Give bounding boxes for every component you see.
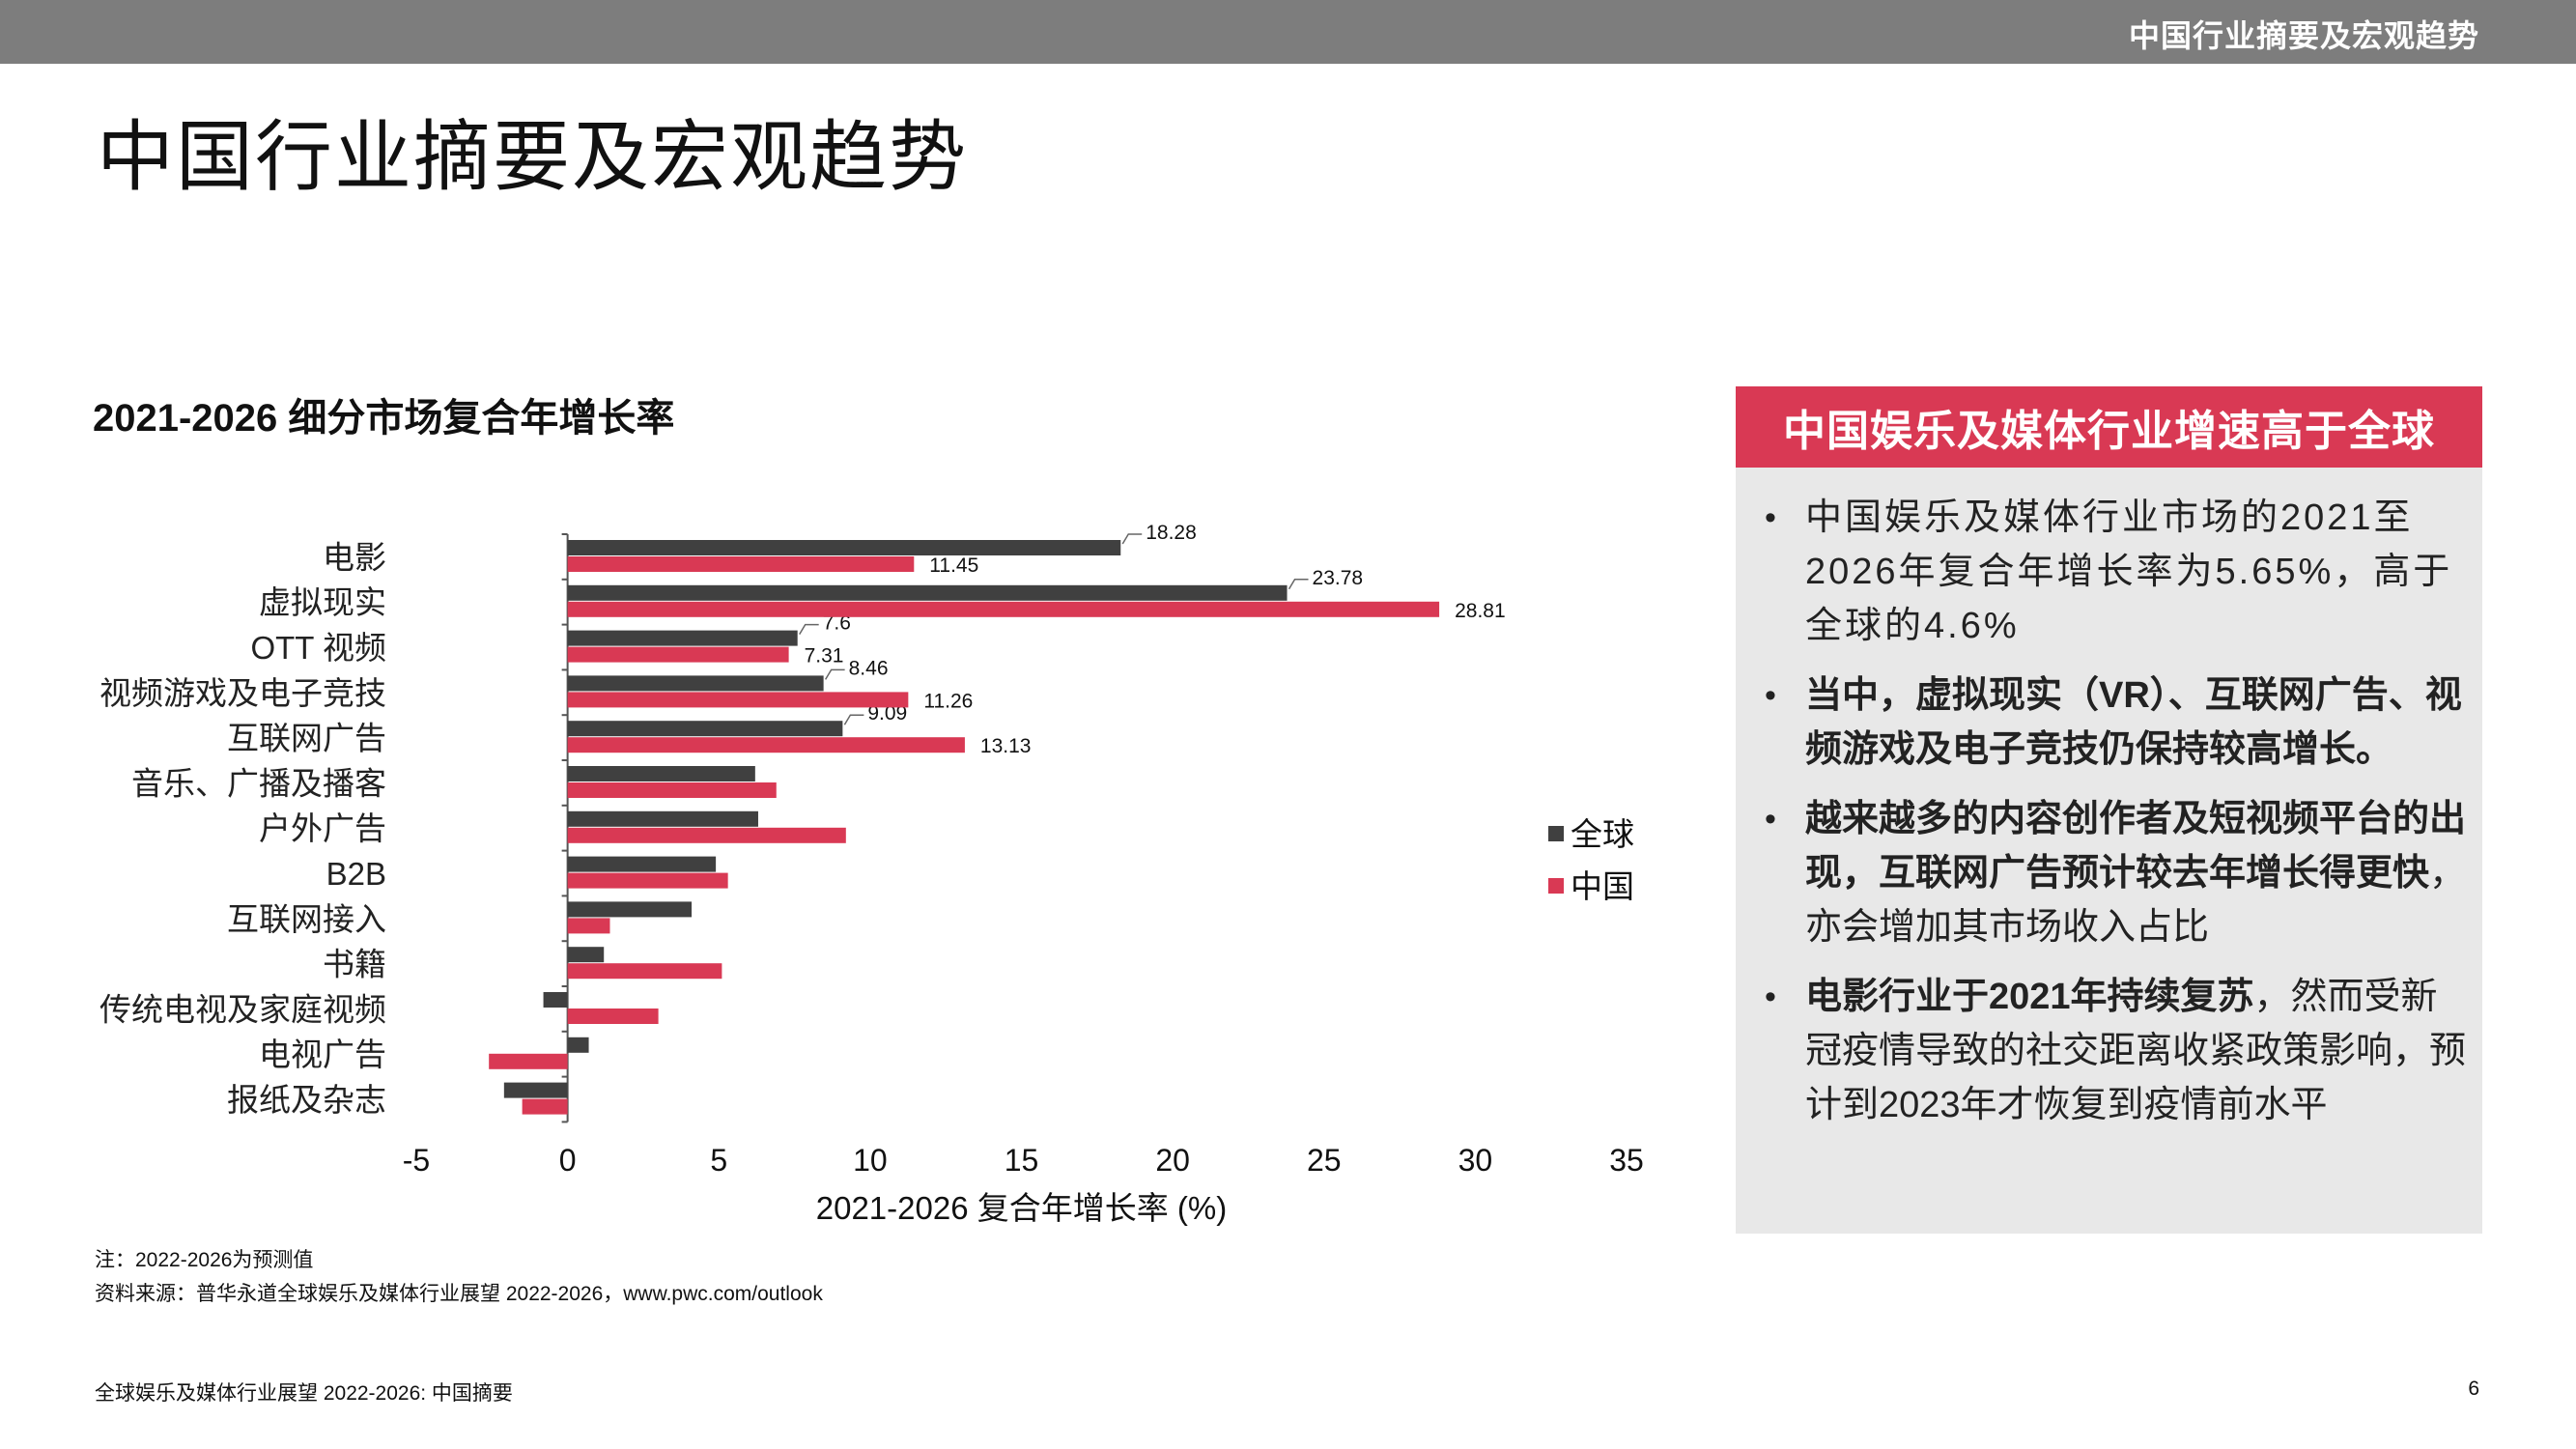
panel-header: 中国娱乐及媒体行业增速高于全球: [1736, 386, 2482, 468]
value-label: 23.78: [1313, 567, 1364, 589]
category-label: 传统电视及家庭视频: [99, 991, 386, 1027]
bar-china: [567, 872, 728, 889]
bar-global: [567, 1037, 589, 1053]
bullet-text-bold: 越来越多的内容创作者及短视频平台的出现，互联网广告预计较去年增长得更快: [1805, 799, 2467, 894]
section-title: 中国行业摘要及宏观趋势: [2128, 18, 2479, 53]
bar-global: [567, 810, 758, 827]
bar-china: [567, 918, 610, 934]
bar-china: [567, 827, 846, 843]
bar-global: [567, 856, 717, 872]
bar-global: [567, 947, 605, 963]
bullet-text-rest: ，然而受新冠疫情导致的社交距离收紧政策影响，预计到2023年才恢复到疫情前水平: [1805, 977, 2467, 1125]
bar-global: [567, 630, 798, 646]
category-label: 报纸及杂志: [227, 1082, 386, 1118]
category-label: 电影: [323, 539, 386, 575]
x-tick-label: 25: [1307, 1143, 1342, 1178]
bullet-item: • 中国娱乐及媒体行业市场的2021至2026年复合年增长率为5.65%，高于全…: [1736, 491, 2482, 653]
leader-line: [843, 714, 864, 725]
legend-swatch-global: [1548, 826, 1564, 841]
leader-line: [824, 668, 845, 680]
x-tick-label: 0: [559, 1143, 577, 1178]
bullet-item: • 当中，虚拟现实（VR）、互联网广告、视频游戏及电子竞技仍保持较高增长。: [1736, 668, 2482, 777]
value-label: 18.28: [1146, 522, 1197, 544]
summary-panel: 中国娱乐及媒体行业增速高于全球 • 中国娱乐及媒体行业市场的2021至2026年…: [1736, 386, 2482, 1234]
value-label: 7.31: [805, 645, 844, 668]
bar-china: [567, 1009, 659, 1024]
legend-label: 中国: [1571, 868, 1634, 904]
forecast-note: 注：2022-2026为预测值: [95, 1249, 314, 1271]
category-label: 电视广告: [259, 1037, 386, 1072]
value-label: 28.81: [1455, 600, 1506, 622]
leader-line: [1121, 533, 1143, 545]
bar-global: [567, 584, 1288, 601]
bar-china: [567, 556, 915, 572]
category-label: OTT 视频: [250, 630, 386, 666]
bullet-list: • 中国娱乐及媒体行业市场的2021至2026年复合年增长率为5.65%，高于全…: [1736, 468, 2482, 1132]
bar-global: [567, 721, 843, 737]
bar-china: [567, 737, 965, 753]
value-label: 8.46: [849, 657, 889, 679]
x-tick-label: 15: [1005, 1143, 1039, 1178]
leader-line: [799, 623, 819, 635]
value-label: 11.26: [923, 690, 973, 712]
bullet-item: • 越来越多的内容创作者及短视频平台的出现，互联网广告预计较去年增长得更快，亦会…: [1736, 792, 2482, 954]
top-bar: 中国行业摘要及宏观趋势: [0, 0, 2576, 64]
bullet-text-bold: 电影行业于2021年持续复苏: [1805, 977, 2254, 1017]
source-note: 资料来源：普华永道全球娱乐及媒体行业展望 2022-2026，www.pwc.c…: [95, 1283, 823, 1305]
bullet-dot: •: [1765, 979, 1776, 1015]
page-number: 6: [2468, 1378, 2479, 1400]
bar-china: [567, 692, 909, 708]
bar-china: [567, 963, 722, 980]
value-label: 9.09: [867, 702, 907, 724]
bar-global: [567, 901, 693, 918]
x-tick-label: 10: [853, 1143, 888, 1178]
bullet-item: • 电影行业于2021年持续复苏，然而受新冠疫情导致的社交距离收紧政策影响，预计…: [1736, 970, 2482, 1132]
bar-china: [522, 1098, 568, 1115]
bar-global: [567, 675, 824, 692]
x-tick-label: 20: [1155, 1143, 1190, 1178]
bar-china: [567, 782, 777, 798]
bar-global: [543, 992, 568, 1008]
x-axis-title: 2021-2026 复合年增长率 (%): [816, 1190, 1227, 1226]
category-label: 互联网广告: [227, 721, 386, 756]
x-tick-label: -5: [403, 1143, 430, 1178]
bullet-dot: •: [1765, 499, 1776, 536]
bar-china: [567, 646, 789, 663]
value-label: 11.45: [929, 554, 978, 577]
x-tick-label: 5: [710, 1143, 727, 1178]
legend-swatch-china: [1548, 878, 1564, 894]
category-label: 书籍: [323, 947, 386, 982]
footer-text: 全球娱乐及媒体行业展望 2022-2026: 中国摘要: [95, 1382, 513, 1405]
bar-global: [503, 1082, 568, 1098]
bar-global: [567, 540, 1121, 555]
bar-china: [567, 601, 1440, 617]
chart-title: 2021-2026 细分市场复合年增长率: [93, 397, 675, 440]
category-label: 音乐、广播及播客: [131, 765, 386, 801]
category-label: 虚拟现实: [259, 584, 386, 620]
bullet-dot: •: [1765, 801, 1776, 838]
bullet-text: 当中，虚拟现实（VR）、互联网广告、视频游戏及电子竞技仍保持较高增长。: [1805, 675, 2462, 770]
bar-global: [567, 766, 755, 781]
legend-label: 全球: [1571, 816, 1634, 852]
value-label: 13.13: [980, 735, 1032, 757]
page-title: 中国行业摘要及宏观趋势: [97, 112, 968, 202]
bullet-text-rest: ，亦会增加其市场收入占比: [1805, 853, 2467, 948]
value-label: 7.6: [823, 612, 851, 635]
leader-line: [1288, 579, 1309, 590]
category-label: 户外广告: [259, 810, 386, 846]
bar-china: [489, 1053, 568, 1069]
x-tick-label: 35: [1609, 1143, 1644, 1178]
bullet-text: 中国娱乐及媒体行业市场的2021至2026年复合年增长率为5.65%，高于全球的…: [1805, 497, 2453, 646]
bullet-dot: •: [1765, 677, 1776, 714]
x-tick-label: 30: [1458, 1143, 1493, 1178]
category-label: 视频游戏及电子竞技: [99, 675, 386, 711]
category-label: B2B: [326, 856, 386, 892]
category-label: 互联网接入: [227, 901, 386, 937]
